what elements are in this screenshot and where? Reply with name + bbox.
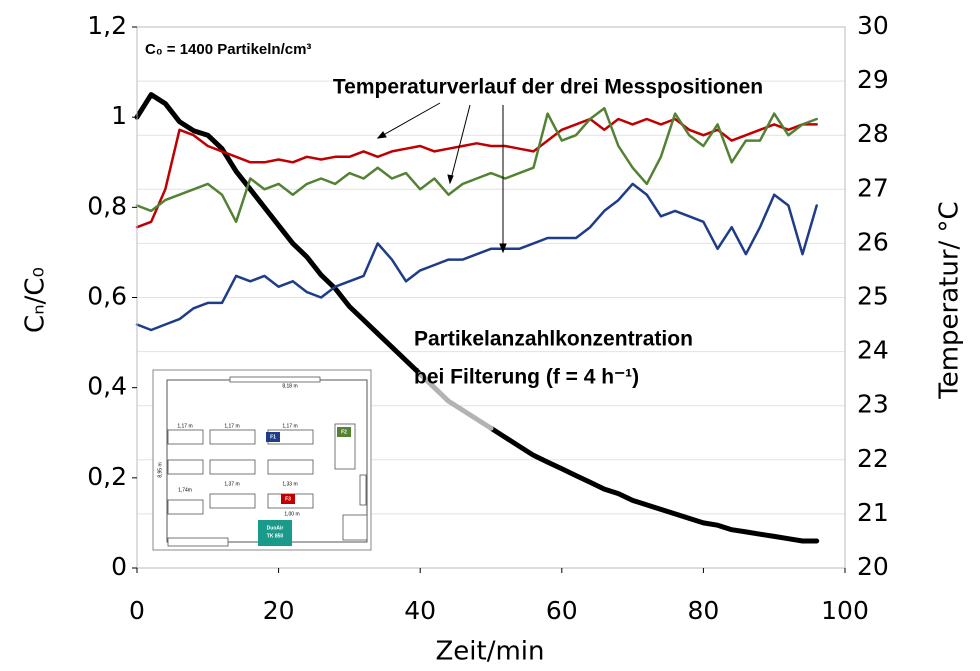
y-tick-label: 1,2 — [87, 11, 127, 40]
y2-tick-label: 20 — [857, 552, 889, 581]
series-line — [417, 371, 494, 431]
annotation: C₀ = 1400 Partikeln/cm³ — [145, 41, 311, 58]
y-tick-label: 0 — [111, 552, 127, 581]
inset-label: 1,17 m — [224, 423, 239, 429]
x-tick-label: 0 — [129, 596, 145, 625]
inset-label: 1,74m — [178, 487, 192, 493]
inset-label: 1,00 m — [284, 511, 299, 517]
inset-label: DuoAir — [267, 525, 284, 531]
series-line — [134, 92, 820, 544]
y-tick-label: 1 — [111, 101, 127, 130]
x-tick-label: 40 — [404, 596, 436, 625]
y-tick-label: 0,4 — [87, 372, 127, 401]
y2-tick-label: 27 — [857, 173, 889, 202]
y2-tick-label: 28 — [857, 119, 889, 148]
x-tick-label: 100 — [821, 596, 869, 625]
inset-label: 1,37 m — [224, 481, 239, 487]
x-tick-label: 60 — [546, 596, 578, 625]
annotation: Partikelanzahlkonzentration — [414, 328, 693, 351]
y2-tick-label: 25 — [857, 282, 889, 311]
inset-label: F1 — [270, 434, 276, 440]
y2-tick-label: 26 — [857, 227, 889, 256]
y-tick-label: 0,6 — [87, 282, 127, 311]
series-line — [135, 117, 818, 229]
y2-tick-label: 22 — [857, 444, 889, 473]
annotation: bei Filterung (f = 4 h⁻¹) — [414, 366, 639, 389]
arrows — [376, 102, 507, 254]
inset-label: TK 850 — [267, 533, 284, 539]
y2-tick-label: 21 — [857, 498, 889, 527]
annotation: Temperaturverlauf der drei Messpositione… — [333, 76, 763, 99]
y2-tick-label: 24 — [857, 336, 889, 365]
inset-label: 8,95 m — [157, 462, 163, 477]
y-tick-label: 0,8 — [87, 191, 127, 220]
x-tick-label: 80 — [687, 596, 719, 625]
x-axis-label: Zeit/min — [435, 637, 544, 667]
y2-tick-label: 30 — [857, 11, 889, 40]
inset-label: 8,18 m — [282, 383, 297, 389]
inset-label: 1,17 m — [177, 423, 192, 429]
inset-label: F3 — [285, 496, 291, 502]
y2-axis-label: Temperatur/ °C — [935, 201, 965, 399]
y2-tick-label: 23 — [857, 390, 889, 419]
y2-tick-label: 29 — [857, 65, 889, 94]
y-tick-label: 0,2 — [87, 462, 127, 491]
x-tick-label: 20 — [263, 596, 295, 625]
inset-label: F2 — [341, 429, 347, 435]
y-axis-label: Cₙ/C₀ — [21, 267, 51, 333]
inset-label: 1,17 m — [282, 423, 297, 429]
inset-label: 1,33 m — [282, 481, 297, 487]
series-line — [135, 106, 818, 224]
series-line — [135, 182, 818, 332]
floor-plan-inset: 8,18 m 8,95 m F1 F2 F3 DuoAir TK 850 1,1… — [152, 369, 372, 551]
series-lines — [134, 92, 820, 544]
